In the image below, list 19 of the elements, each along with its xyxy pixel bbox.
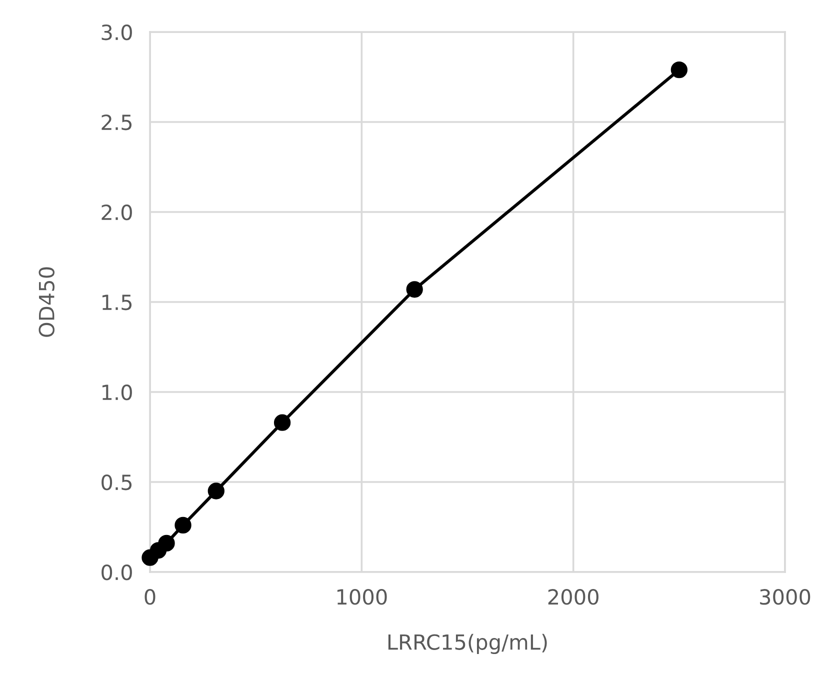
y-tick-label: 3.0 [102, 24, 132, 40]
x-tick-label: 0 [144, 589, 156, 605]
y-tick-label: 1.5 [102, 294, 132, 310]
point [670, 61, 688, 78]
y-tick-label: 0.5 [102, 474, 132, 490]
x-tick-label: 2000 [548, 589, 598, 605]
y-tick-label: 2.5 [102, 114, 132, 130]
y-tick-label: 0.0 [102, 564, 132, 580]
point [158, 534, 175, 552]
x-tick-label: 3000 [760, 589, 810, 605]
y-tick-label: 2.0 [102, 204, 132, 220]
x-tick-label: 1000 [337, 589, 387, 605]
point [208, 482, 224, 500]
y-axis-title: OD450 [38, 267, 54, 337]
y-tick-label: 1.0 [102, 384, 132, 400]
point [174, 516, 192, 534]
point [406, 281, 423, 298]
point [274, 414, 291, 431]
x-axis-title: LRRC15(pg/mL) [388, 634, 547, 654]
